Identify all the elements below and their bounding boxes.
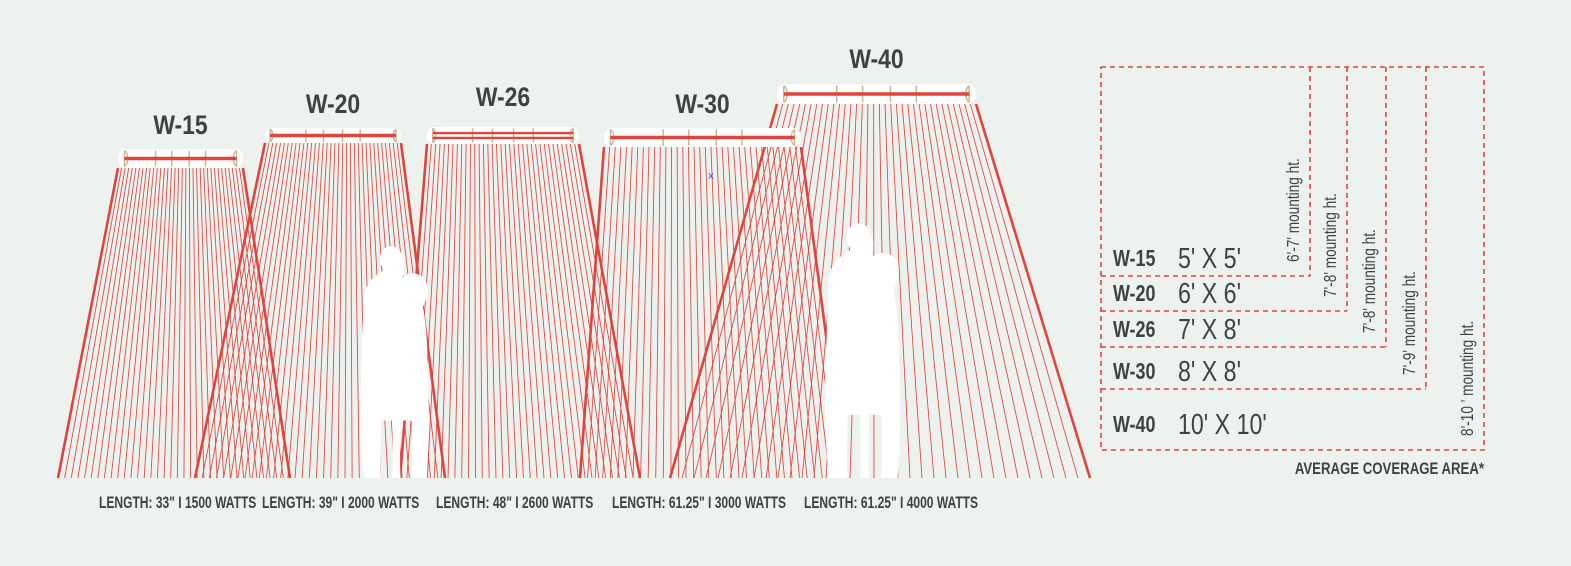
svg-text:W-30: W-30 bbox=[675, 89, 729, 119]
svg-text:LENGTH: 61.25" I 3000 WATTS: LENGTH: 61.25" I 3000 WATTS bbox=[612, 494, 786, 512]
svg-text:6'-7' mounting ht.: 6'-7' mounting ht. bbox=[1285, 158, 1304, 262]
svg-text:W-15: W-15 bbox=[1113, 246, 1155, 272]
svg-text:7'-8' mounting ht.: 7'-8' mounting ht. bbox=[1361, 229, 1380, 333]
svg-text:6' X 6': 6' X 6' bbox=[1178, 276, 1241, 309]
svg-text:7'-9' mounting ht.: 7'-9' mounting ht. bbox=[1401, 271, 1420, 375]
svg-text:LENGTH: 61.25" I 4000 WATTS: LENGTH: 61.25" I 4000 WATTS bbox=[804, 494, 978, 512]
svg-text:8' X 8': 8' X 8' bbox=[1178, 354, 1241, 387]
svg-text:x: x bbox=[708, 170, 714, 182]
svg-text:W-26: W-26 bbox=[1113, 317, 1155, 343]
svg-text:7'-8' mounting ht.: 7'-8' mounting ht. bbox=[1322, 193, 1341, 297]
svg-text:5' X 5': 5' X 5' bbox=[1178, 241, 1241, 274]
svg-text:W-20: W-20 bbox=[1113, 281, 1155, 307]
svg-text:10' X 10': 10' X 10' bbox=[1178, 407, 1267, 440]
svg-text:LENGTH: 48" I 2600 WATTS: LENGTH: 48" I 2600 WATTS bbox=[436, 494, 594, 512]
svg-text:W-30: W-30 bbox=[1113, 359, 1155, 385]
svg-text:7' X 8': 7' X 8' bbox=[1178, 312, 1241, 345]
svg-text:AVERAGE COVERAGE AREA*: AVERAGE COVERAGE AREA* bbox=[1295, 460, 1484, 479]
svg-text:W-20: W-20 bbox=[306, 89, 360, 119]
svg-text:W-15: W-15 bbox=[153, 110, 207, 140]
svg-text:LENGTH: 39" I 2000 WATTS: LENGTH: 39" I 2000 WATTS bbox=[262, 494, 420, 512]
svg-text:W-26: W-26 bbox=[476, 82, 530, 112]
svg-text:W-40: W-40 bbox=[849, 44, 903, 74]
svg-text:8'-10 ' mounting ht.: 8'-10 ' mounting ht. bbox=[1459, 321, 1478, 436]
svg-text:W-40: W-40 bbox=[1113, 412, 1155, 438]
svg-text:LENGTH: 33" I 1500 WATTS: LENGTH: 33" I 1500 WATTS bbox=[99, 494, 257, 512]
